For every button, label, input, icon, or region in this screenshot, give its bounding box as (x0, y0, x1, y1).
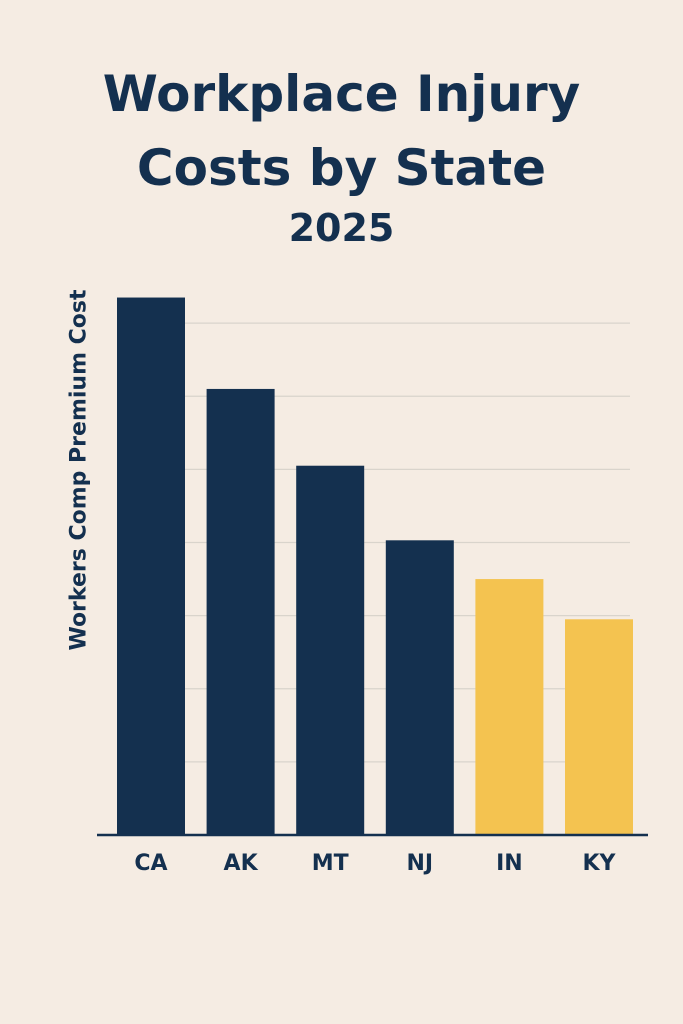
bar-nj (385, 540, 454, 835)
chart-title-line-2: Costs by State (136, 139, 547, 197)
bar-ky (565, 619, 633, 835)
x-tick-label-ca: CA (134, 851, 167, 876)
chart-title-line-1: Workplace Injury (102, 65, 581, 123)
x-tick-label-mt: MT (312, 851, 349, 876)
x-tick-label-ak: AK (224, 851, 259, 876)
x-tick-label-ky: KY (583, 851, 617, 876)
bars (117, 297, 633, 835)
x-tick-label-nj: NJ (406, 851, 433, 876)
bar-mt (296, 465, 365, 835)
bar-ak (206, 388, 275, 835)
bar-in (475, 579, 544, 835)
x-tick-label-in: IN (496, 851, 523, 876)
bar-ca (117, 297, 185, 835)
x-tick-labels: CA AK MT NJ IN KY (134, 851, 616, 876)
chart-subtitle: 2025 (288, 206, 395, 250)
